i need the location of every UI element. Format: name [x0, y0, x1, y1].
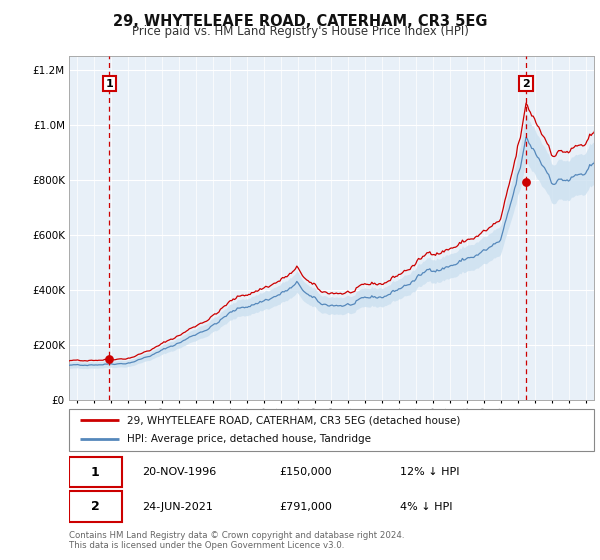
Text: 1: 1: [106, 78, 113, 88]
Text: HPI: Average price, detached house, Tandridge: HPI: Average price, detached house, Tand…: [127, 435, 371, 445]
FancyBboxPatch shape: [69, 409, 594, 451]
Text: 12% ↓ HPI: 12% ↓ HPI: [400, 468, 459, 477]
Text: 2: 2: [522, 78, 530, 88]
Text: 24-JUN-2021: 24-JUN-2021: [143, 502, 214, 511]
FancyBboxPatch shape: [69, 458, 121, 487]
Text: 4% ↓ HPI: 4% ↓ HPI: [400, 502, 452, 511]
Text: 29, WHYTELEAFE ROAD, CATERHAM, CR3 5EG: 29, WHYTELEAFE ROAD, CATERHAM, CR3 5EG: [113, 14, 487, 29]
Text: Contains HM Land Registry data © Crown copyright and database right 2024.
This d: Contains HM Land Registry data © Crown c…: [69, 531, 404, 550]
Text: Price paid vs. HM Land Registry's House Price Index (HPI): Price paid vs. HM Land Registry's House …: [131, 25, 469, 38]
Text: £150,000: £150,000: [279, 468, 332, 477]
Point: [521, 178, 531, 187]
FancyBboxPatch shape: [69, 492, 121, 521]
Text: 29, WHYTELEAFE ROAD, CATERHAM, CR3 5EG (detached house): 29, WHYTELEAFE ROAD, CATERHAM, CR3 5EG (…: [127, 415, 460, 425]
Text: 1: 1: [91, 466, 100, 479]
Point: [104, 354, 114, 363]
Text: £791,000: £791,000: [279, 502, 332, 511]
Text: 2: 2: [91, 500, 100, 513]
Text: 20-NOV-1996: 20-NOV-1996: [143, 468, 217, 477]
